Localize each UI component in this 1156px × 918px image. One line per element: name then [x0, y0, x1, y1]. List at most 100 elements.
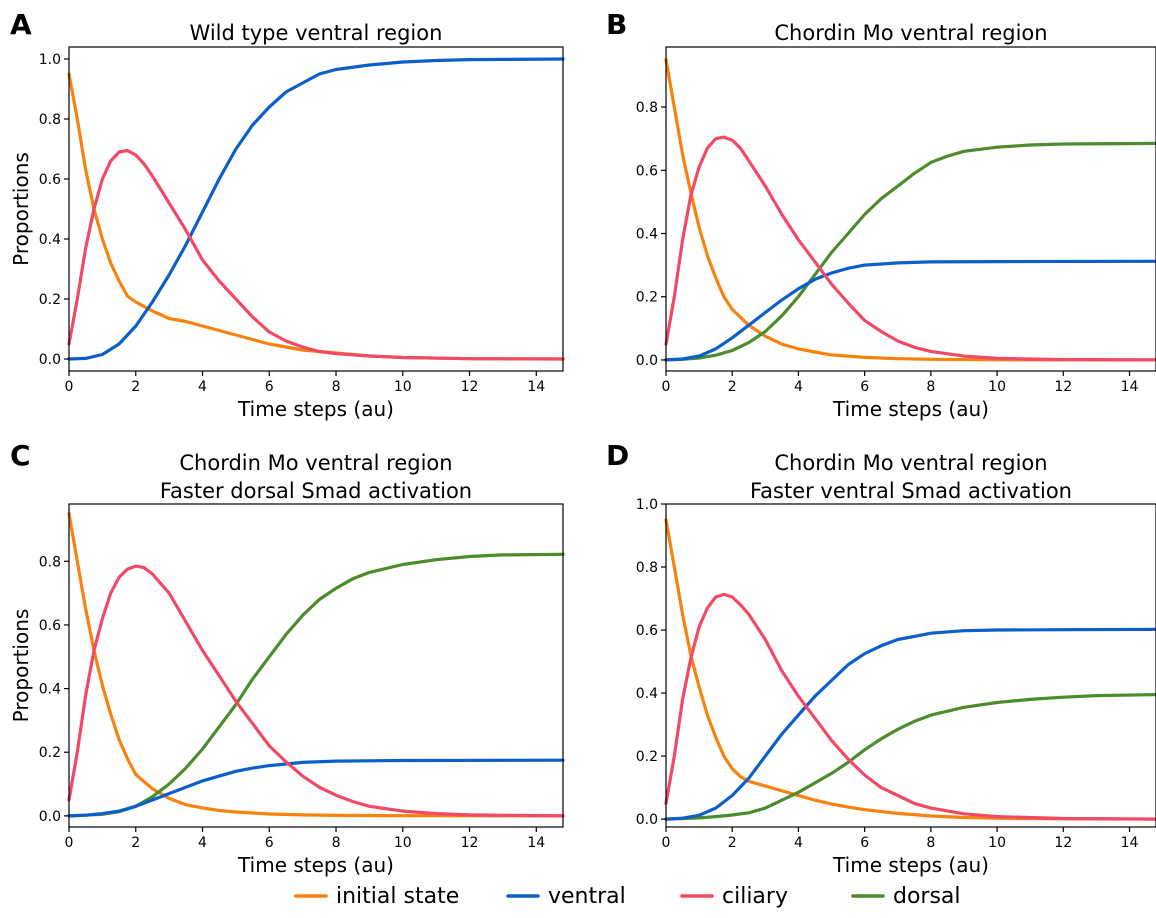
x-tick-label: 8 — [332, 835, 341, 851]
legend-label-dorsal: dorsal — [893, 884, 961, 909]
y-tick-label: 0.0 — [636, 353, 658, 369]
axes-frame — [665, 46, 1156, 372]
y-axis-label: Proportions — [9, 152, 33, 266]
series-line-initial — [664, 518, 1156, 821]
y-tick-label: 0.6 — [636, 163, 658, 179]
x-tick-label: 2 — [131, 379, 140, 395]
panel-letter: C — [10, 439, 31, 472]
y-tick-label: 0.2 — [39, 292, 61, 308]
axes-frame — [68, 503, 564, 828]
y-tick-label: 0.4 — [636, 686, 658, 702]
x-tick-label: 12 — [461, 379, 479, 395]
legend-label-initial: initial state — [336, 884, 459, 909]
y-tick-label: 1.0 — [636, 497, 658, 513]
y-tick-label: 1.0 — [39, 52, 61, 68]
legend-label-ventral: ventral — [548, 884, 626, 909]
series-group — [664, 58, 1156, 362]
y-tick-label: 0.2 — [636, 749, 658, 765]
x-tick-label: 2 — [728, 835, 737, 851]
x-tick-label: 6 — [860, 835, 869, 851]
y-tick-label: 0.0 — [636, 812, 658, 828]
panel-title-line: Faster ventral Smad activation — [750, 479, 1072, 503]
x-tick-label: 0 — [65, 379, 74, 395]
x-tick-label: 6 — [265, 379, 274, 395]
x-tick-label: 2 — [131, 835, 140, 851]
series-group — [664, 518, 1156, 821]
legend-item-ventral: ventral — [506, 884, 626, 909]
y-tick-label: 0.6 — [636, 623, 658, 639]
panel-title-line: Chordin Mo ventral region — [179, 451, 452, 475]
panel-letter: D — [606, 439, 629, 472]
x-tick-label: 4 — [794, 835, 803, 851]
series-line-dorsal — [67, 552, 565, 818]
y-tick-label: 0.8 — [39, 554, 61, 570]
series-line-dorsal — [664, 693, 1156, 821]
axes-frame — [665, 503, 1156, 828]
x-tick-label: 4 — [198, 379, 207, 395]
series-line-ventral — [67, 758, 565, 818]
panel-a: A Wild type ventral region 0 2 4 6 8 10 12 14 0.0 0… — [9, 8, 565, 421]
x-axis-label: Time steps (au) — [832, 397, 989, 421]
y-axis-label: Proportions — [9, 609, 33, 723]
panel-letter: A — [10, 8, 32, 41]
y-tick-label: 0.4 — [39, 682, 61, 698]
x-tick-label: 8 — [332, 379, 341, 395]
x-tick-label: 8 — [926, 379, 935, 395]
x-tick-label: 6 — [265, 835, 274, 851]
series-line-ciliary — [67, 148, 565, 361]
x-tick-label: 14 — [1121, 835, 1139, 851]
panel-title-line: Wild type ventral region — [190, 21, 443, 45]
x-tick-label: 14 — [527, 835, 545, 851]
x-tick-label: 12 — [1054, 379, 1072, 395]
figure-legend: initial state ventral ciliary dorsal — [294, 884, 961, 909]
x-tick-label: 0 — [662, 379, 671, 395]
x-tick-label: 10 — [988, 379, 1006, 395]
legend-item-initial: initial state — [294, 884, 459, 909]
x-tick-label: 10 — [394, 835, 412, 851]
panel-title-line: Faster dorsal Smad activation — [160, 479, 472, 503]
series-line-dorsal — [664, 141, 1156, 362]
panel-b: B Chordin Mo ventral region 0 2 4 6 8 10 12 14 0.0… — [606, 8, 1156, 421]
series-line-ventral — [664, 627, 1156, 821]
series-group — [67, 57, 565, 361]
x-tick-label: 0 — [65, 835, 74, 851]
y-tick-label: 0.8 — [636, 560, 658, 576]
legend-item-dorsal: dorsal — [851, 884, 961, 909]
x-tick-label: 12 — [461, 835, 479, 851]
series-line-initial — [664, 58, 1156, 362]
legend-label-ciliary: ciliary — [722, 884, 788, 909]
x-tick-label: 8 — [926, 835, 935, 851]
x-tick-label: 12 — [1054, 835, 1072, 851]
y-tick-label: 0.2 — [636, 290, 658, 306]
series-line-ventral — [664, 259, 1156, 362]
x-axis-label: Time steps (au) — [237, 853, 394, 877]
x-axis-label: Time steps (au) — [832, 853, 989, 877]
panel-letter: B — [606, 8, 627, 41]
y-tick-label: 0.8 — [636, 100, 658, 116]
x-tick-label: 6 — [860, 379, 869, 395]
series-group — [67, 511, 565, 818]
series-line-ciliary — [67, 564, 565, 818]
x-tick-label: 2 — [728, 379, 737, 395]
x-tick-label: 14 — [1121, 379, 1139, 395]
y-tick-label: 0.6 — [39, 618, 61, 634]
x-tick-label: 10 — [394, 379, 412, 395]
axes-frame — [68, 46, 564, 372]
panel-title-line: Chordin Mo ventral region — [774, 21, 1047, 45]
y-tick-label: 0.2 — [39, 745, 61, 761]
y-tick-label: 0.4 — [636, 226, 658, 242]
x-tick-label: 4 — [198, 835, 207, 851]
y-tick-label: 0.0 — [39, 352, 61, 368]
x-axis-label: Time steps (au) — [237, 397, 394, 421]
series-line-ciliary — [664, 592, 1156, 821]
series-line-initial — [67, 511, 565, 818]
x-tick-label: 14 — [527, 379, 545, 395]
x-tick-label: 10 — [988, 835, 1006, 851]
y-tick-label: 0.4 — [39, 232, 61, 248]
y-tick-label: 0.6 — [39, 172, 61, 188]
y-tick-label: 0.0 — [39, 809, 61, 825]
x-tick-label: 0 — [662, 835, 671, 851]
series-line-ventral — [67, 57, 565, 361]
